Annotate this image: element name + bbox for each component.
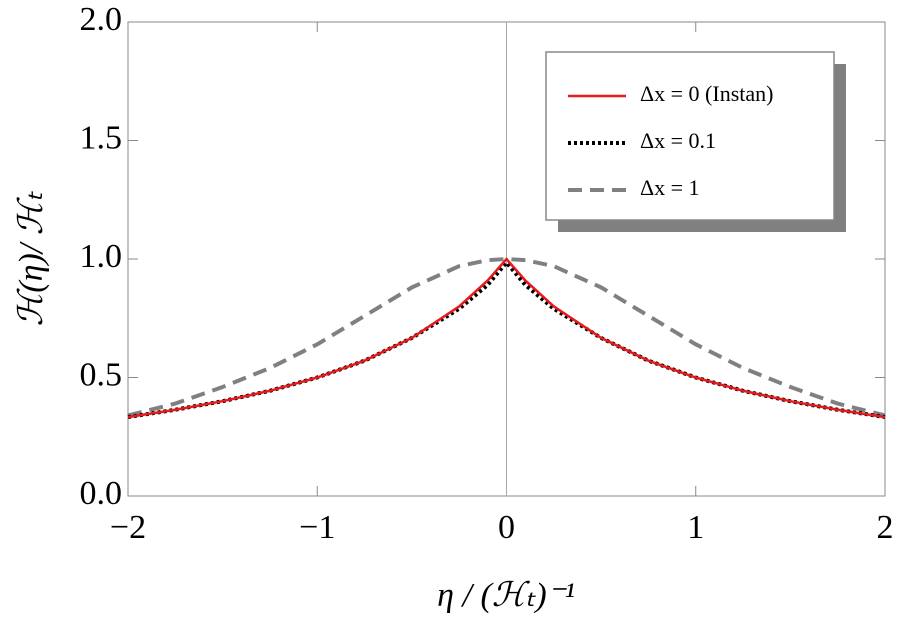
y-tick-label: 0.0: [80, 475, 123, 512]
x-axis-label: η / (ℋₜ)⁻¹: [437, 577, 575, 614]
legend-label: Δx = 0 (Instan): [640, 81, 773, 106]
x-tick-label: 1: [687, 509, 704, 546]
legend-box: [545, 51, 835, 221]
y-axis-label: ℋ(η)/ ℋₜ: [13, 191, 50, 327]
legend-label: Δx = 1: [640, 175, 700, 200]
legend-label: Δx = 0.1: [640, 128, 716, 153]
y-tick-label: 1.0: [80, 238, 123, 275]
x-tick-label: −1: [299, 509, 335, 546]
y-tick-label: 0.5: [80, 356, 123, 393]
x-tick-label: −2: [110, 509, 146, 546]
x-tick-label: 0: [498, 509, 515, 546]
y-tick-label: 1.5: [80, 119, 123, 156]
series-line: [127, 257, 886, 419]
y-tick-label: 2.0: [80, 1, 123, 38]
x-tick-label: 2: [877, 509, 894, 546]
